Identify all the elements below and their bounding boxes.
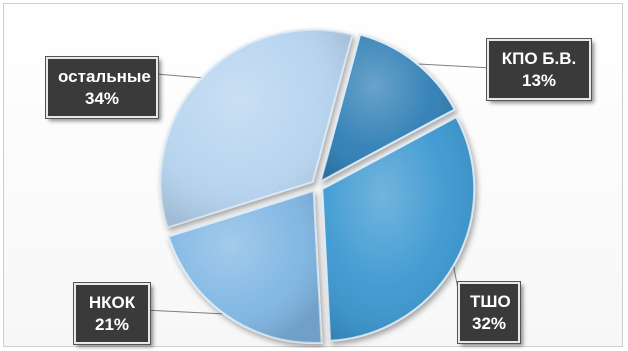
pie-chart [143, 28, 493, 344]
slice-tsho-gloss [322, 117, 475, 341]
slice-value-others: 34% [84, 89, 120, 108]
slice-label-others: остальные [58, 67, 151, 86]
slice-value-kpo: 13% [521, 71, 557, 90]
slice-value-nkok: 21% [94, 315, 130, 334]
callout-nkok: НКОК 21% [73, 282, 151, 345]
slice-value-tsho: 32% [471, 314, 507, 333]
slice-nkok-gloss [168, 190, 322, 343]
slice-label-kpo: КПО Б.В. [501, 49, 577, 68]
slice-kpo-gloss [320, 34, 455, 182]
callout-tsho: ТШО 32% [457, 281, 521, 344]
slice-label-tsho: ТШО [470, 292, 511, 311]
leader-kpo [413, 63, 493, 69]
chart-area: КПО Б.В. 13% ТШО 32% НКОК 21% остальные … [3, 3, 623, 347]
slice-label-nkok: НКОК [88, 293, 136, 312]
callout-others: остальные 34% [45, 56, 159, 119]
callout-kpo: КПО Б.В. 13% [486, 38, 592, 101]
slice-others-gloss [160, 29, 353, 228]
leader-nkok [143, 309, 228, 315]
leader-others [155, 73, 205, 79]
pie-slices [159, 28, 476, 344]
